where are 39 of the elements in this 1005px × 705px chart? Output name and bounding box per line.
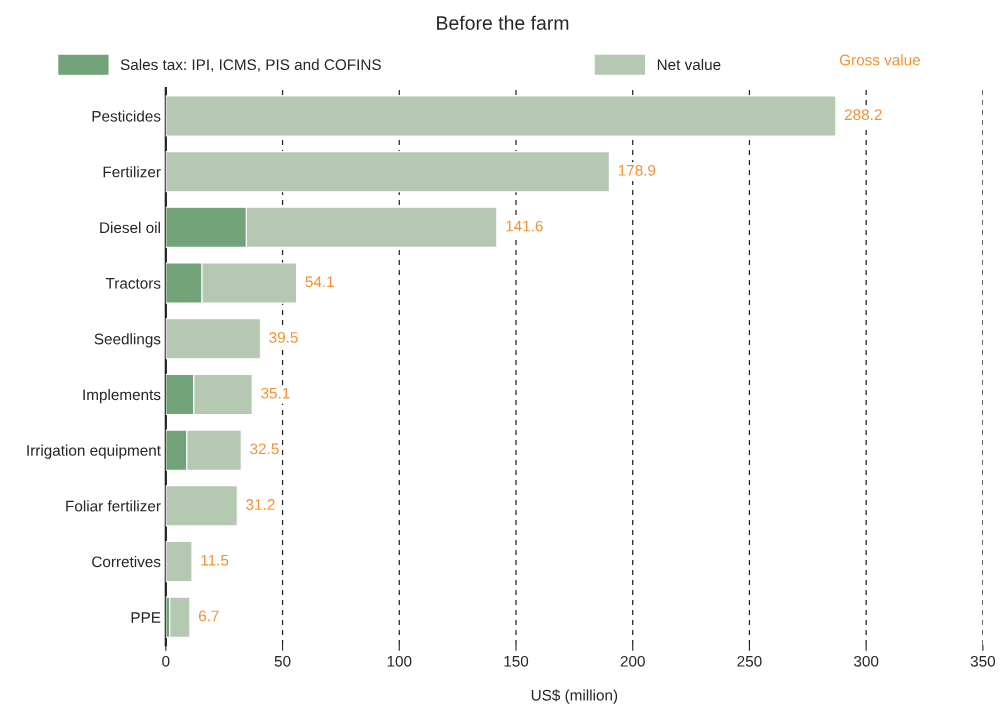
annotation: 288.2 <box>844 109 882 121</box>
annotation: 178.9 <box>618 164 656 176</box>
y-tick-label: Seedlings <box>94 333 161 348</box>
bar <box>165 151 610 193</box>
y-tick-label: Foliar fertilizer <box>66 500 161 512</box>
bar <box>165 540 193 583</box>
x-tick-label: 350 <box>970 655 996 667</box>
annotation: 35.1 <box>261 387 290 399</box>
annotation: 6.7 <box>198 610 219 622</box>
y-tick-label: PPE <box>131 612 161 623</box>
x-tick-label: 300 <box>854 655 879 667</box>
x-tick-label: 150 <box>504 655 529 667</box>
x-tick-label: 0 <box>162 655 170 667</box>
y-tick-label: Irrigation equipment <box>27 444 161 459</box>
y-tick-label: Fertilizer <box>103 166 161 178</box>
x-tick-label: 50 <box>274 655 291 667</box>
x-tick-label: 250 <box>737 655 762 667</box>
bar <box>165 95 837 137</box>
y-tick-label: Pesticides <box>92 110 161 122</box>
x-tick-label: 200 <box>620 655 645 667</box>
y-tick-label: Implements <box>83 388 161 404</box>
x-tick-label: 100 <box>387 655 412 667</box>
bar <box>165 318 261 360</box>
annotation: 54.1 <box>305 276 334 288</box>
y-tick-label: Diesel oil <box>100 221 160 234</box>
legend-label: Net value <box>657 58 721 71</box>
annotation: 32.5 <box>250 443 279 455</box>
annotation: 11.5 <box>201 554 229 566</box>
annotation: 141.6 <box>506 220 543 232</box>
chart-title: Before the farm <box>437 15 569 30</box>
y-tick-label: Tractors <box>105 278 161 289</box>
annotation: 31.2 <box>246 499 275 510</box>
y-tick-label: Corretives <box>92 556 161 568</box>
annotation: 39.5 <box>269 332 298 343</box>
legend-label: Sales tax: IPI, ICMS, PIS and COFINS <box>120 58 381 72</box>
bar <box>165 485 238 527</box>
x-axis-title: US$ (million) <box>531 689 618 704</box>
text: Gross value <box>839 54 921 66</box>
bar <box>169 596 191 638</box>
